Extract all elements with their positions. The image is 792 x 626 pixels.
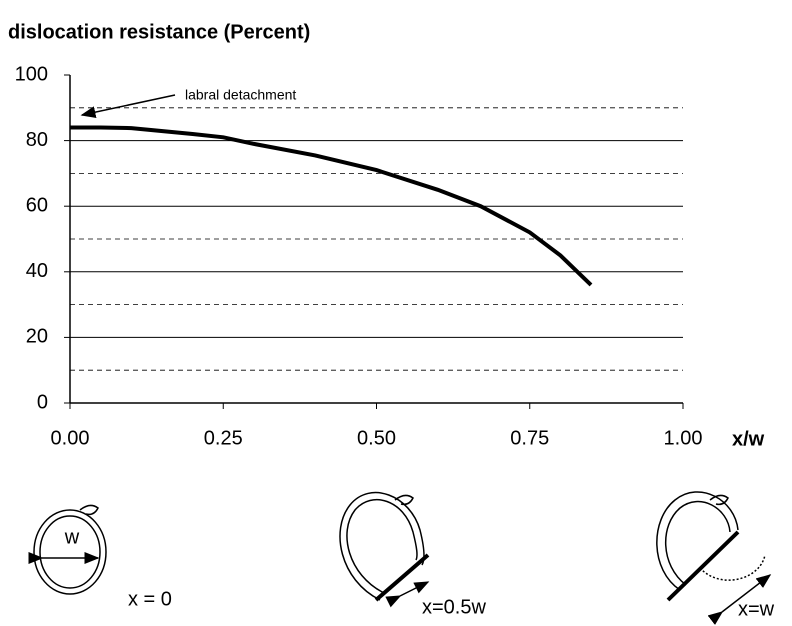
y-tick-label: 100 — [15, 63, 48, 85]
y-tick-label: 20 — [26, 326, 48, 348]
diagram-label: x=w — [738, 598, 775, 620]
x-axis-label: x/w — [732, 428, 765, 450]
diagram-dimension: w — [64, 526, 80, 548]
x-tick-label: 1.00 — [664, 427, 703, 449]
diagram-label: x = 0 — [128, 588, 172, 610]
diagram — [28, 504, 107, 595]
annotation: labral detachment — [185, 87, 296, 103]
y-tick-label: 0 — [37, 391, 48, 413]
data-line — [70, 125, 593, 287]
y-tick-label: 60 — [26, 194, 48, 216]
x-tick-label: 0.75 — [510, 427, 549, 449]
annotation-arrow — [80, 94, 176, 119]
diagram — [656, 491, 772, 625]
diagram-label: x=0.5w — [422, 596, 486, 618]
y-tick-label: 40 — [26, 260, 48, 282]
chart-title: dislocation resistance (Percent) — [8, 21, 310, 43]
x-tick-label: 0.25 — [204, 427, 243, 449]
x-tick-label: 0.50 — [357, 427, 396, 449]
x-tick-label: 0.00 — [51, 427, 90, 449]
diagram — [339, 491, 430, 608]
y-tick-label: 80 — [26, 129, 48, 151]
